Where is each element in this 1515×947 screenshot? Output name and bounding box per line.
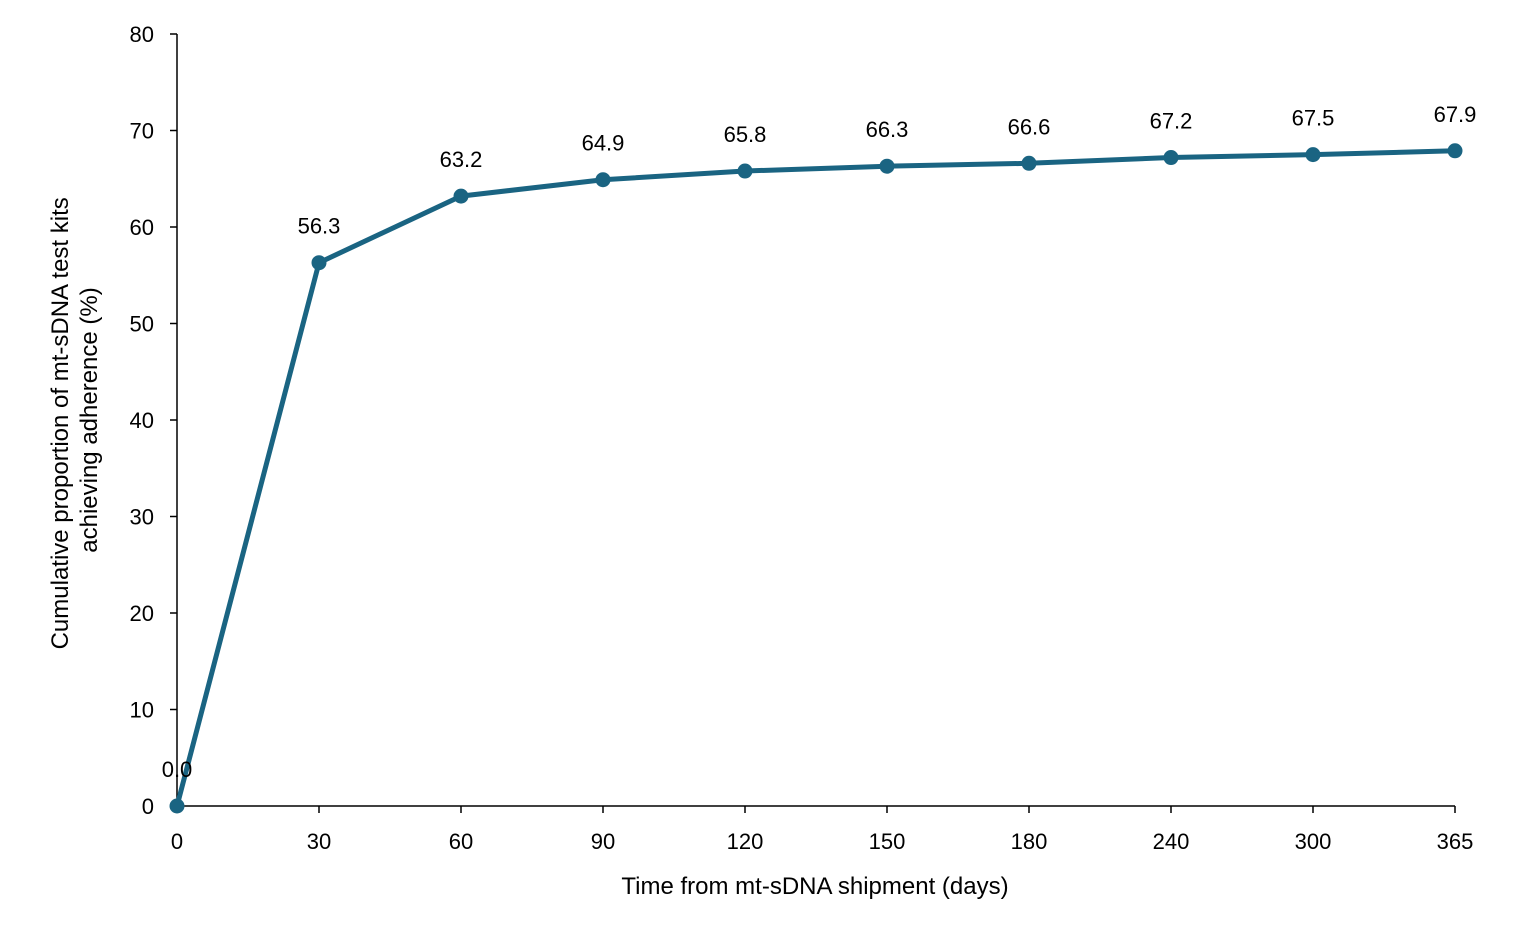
- x-axis-title: Time from mt-sDNA shipment (days): [621, 873, 1008, 900]
- data-point: [1163, 150, 1179, 166]
- x-tick-label: 240: [1153, 829, 1190, 854]
- x-axis: 0 30 60 90 120 150 180 240 300 365: [171, 805, 1474, 854]
- y-axis: 0 10 20 30 40 50 60 70 80: [130, 22, 178, 819]
- y-axis-title-line-2: achieving adherence (%): [76, 287, 103, 553]
- data-label: 66.6: [1008, 114, 1051, 139]
- data-point: [311, 255, 327, 271]
- data-label: 67.5: [1292, 106, 1335, 131]
- x-tick-label: 30: [307, 829, 331, 854]
- y-tick-label: 0: [142, 794, 154, 819]
- x-tick-label: 300: [1295, 829, 1332, 854]
- x-tick-label: 90: [591, 829, 615, 854]
- y-tick-label: 30: [130, 505, 154, 530]
- x-tick-label: 60: [449, 829, 473, 854]
- y-tick-label: 20: [130, 601, 154, 626]
- y-axis-title-line-1: Cumulative proportion of mt-sDNA test ki…: [47, 197, 74, 649]
- x-tick-label: 365: [1437, 829, 1474, 854]
- data-point: [1021, 155, 1037, 171]
- x-tick-label: 120: [727, 829, 764, 854]
- y-tick-label: 70: [130, 119, 154, 144]
- y-tick-label: 80: [130, 22, 154, 47]
- data-point: [595, 172, 611, 188]
- data-label: 56.3: [298, 214, 341, 239]
- data-point: [879, 158, 895, 174]
- data-point: [1305, 147, 1321, 163]
- series-line: [174, 148, 1456, 807]
- y-tick-label: 40: [130, 408, 154, 433]
- y-tick-label: 60: [130, 215, 154, 240]
- data-label: 64.9: [582, 131, 625, 156]
- data-label: 67.9: [1434, 102, 1477, 127]
- data-label: 65.8: [724, 122, 767, 147]
- series-layer: [169, 143, 1463, 814]
- x-tick-label: 180: [1011, 829, 1048, 854]
- y-tick-label: 10: [130, 698, 154, 723]
- y-tick-label: 50: [130, 312, 154, 337]
- data-label: 0.0: [162, 757, 193, 782]
- data-point: [453, 188, 469, 204]
- data-point: [737, 163, 753, 179]
- y-axis-title: Cumulative proportion of mt-sDNA test ki…: [47, 191, 103, 650]
- data-labels: 0.0 56.3 63.2 64.9 65.8 66.3 66.6 67.2 67.5 67.9: [162, 102, 1477, 782]
- x-tick-label: 150: [869, 829, 906, 854]
- data-label: 66.3: [866, 117, 909, 142]
- data-label: 63.2: [440, 147, 483, 172]
- data-point: [1447, 143, 1463, 159]
- data-point: [169, 798, 185, 814]
- x-tick-label: 0: [171, 829, 183, 854]
- data-label: 67.2: [1150, 109, 1193, 134]
